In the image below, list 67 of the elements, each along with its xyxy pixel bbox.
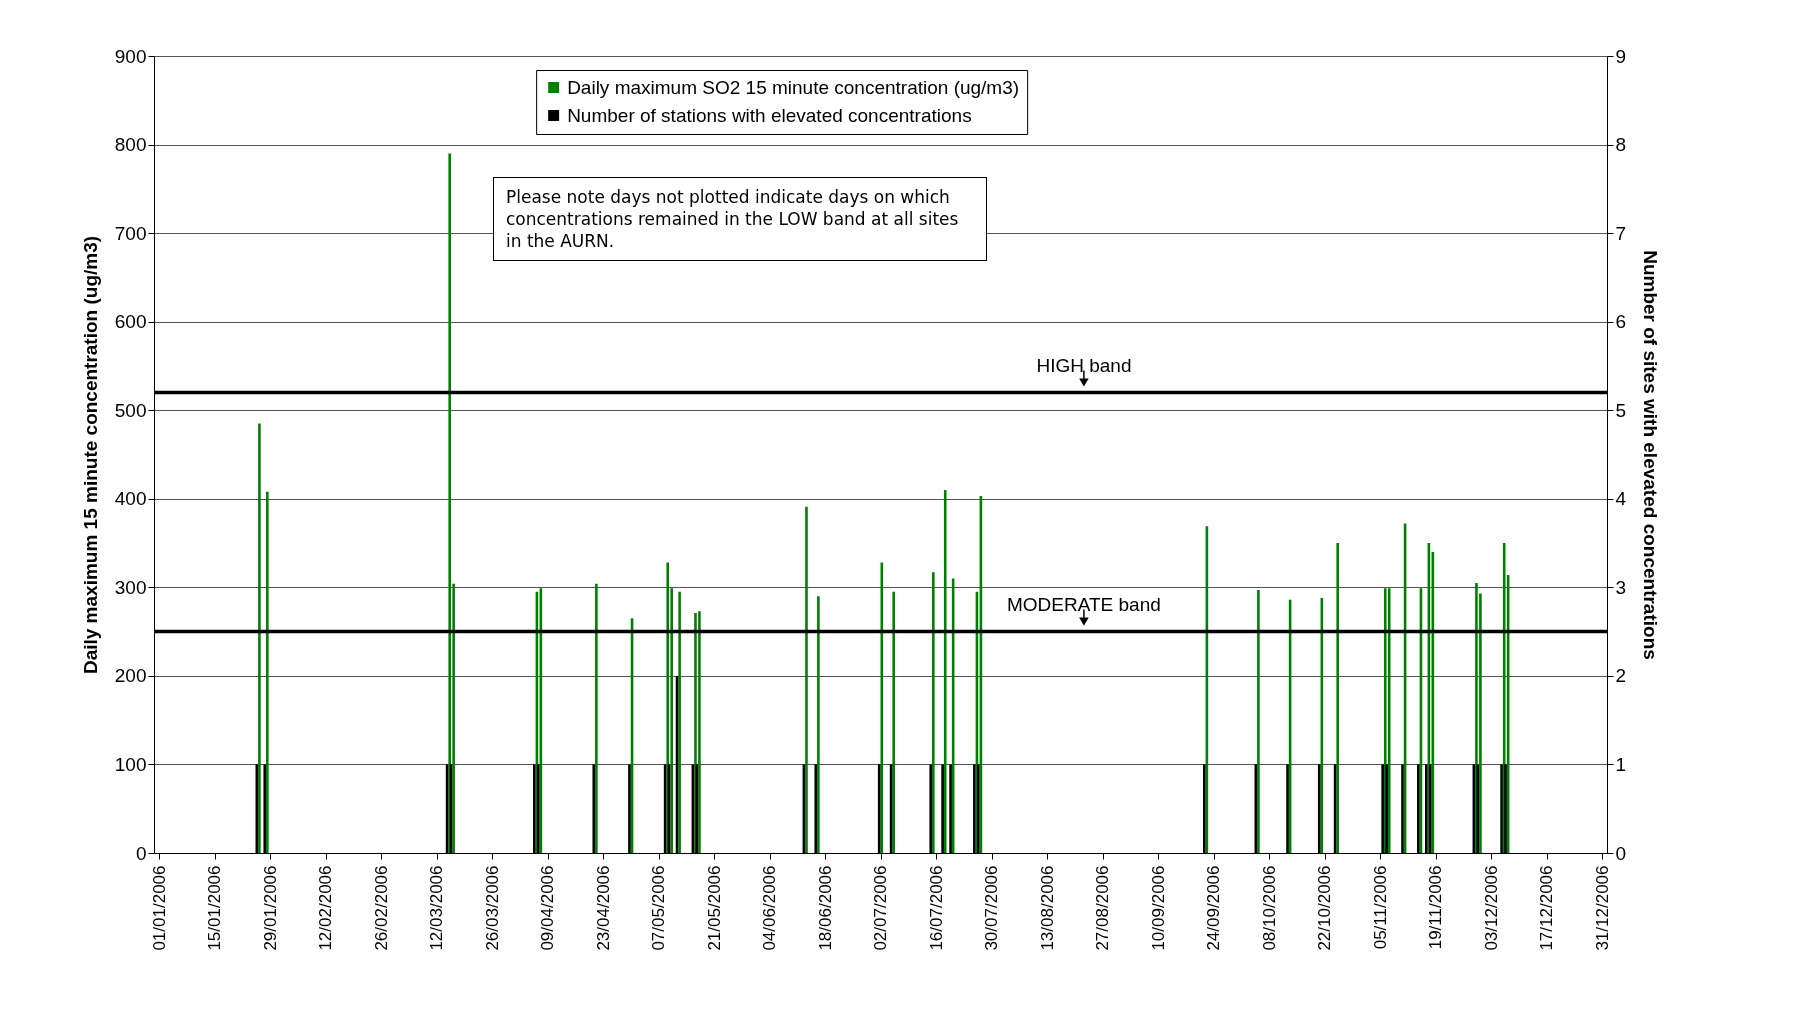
bar [892, 591, 895, 853]
bar [258, 423, 261, 853]
x-tick-label: 10/09/2006 [1148, 865, 1168, 951]
y2-tick-label: 4 [1615, 488, 1627, 510]
ref-line-label: HIGH band [1036, 354, 1132, 376]
y-tick-label: 800 [114, 134, 147, 156]
y-tick-label: 400 [114, 488, 147, 510]
y2-tick-label: 7 [1615, 222, 1627, 244]
x-tick-label: 13/08/2006 [1037, 865, 1057, 951]
x-tick-label: 17/12/2006 [1537, 865, 1556, 951]
x-tick-label: 30/07/2006 [982, 865, 1001, 951]
ref-line-label: MODERATE band [1007, 593, 1161, 615]
bar [932, 572, 935, 853]
y2-tick-label: 9 [1615, 45, 1627, 67]
x-tick-label: 04/06/2006 [760, 865, 779, 951]
y2-tick-label: 2 [1615, 665, 1627, 687]
bar [448, 153, 451, 853]
bar [1387, 588, 1391, 853]
y-tick-label: 900 [114, 45, 147, 67]
y-axis-title: Daily maximum 15 minute concentration (ug/m3) [79, 235, 101, 675]
x-tick-label: 02/07/2006 [871, 865, 890, 951]
x-tick-label: 12/03/2006 [427, 865, 446, 951]
x-tick-label: 03/12/2006 [1481, 865, 1501, 951]
bar [1336, 543, 1339, 853]
bar [943, 489, 947, 853]
y2-tick-label: 0 [1615, 842, 1627, 864]
x-tick-label: 16/07/2006 [926, 865, 946, 951]
x-tick-label: 07/05/2006 [649, 865, 668, 951]
x-tick-label: 05/11/2006 [1370, 865, 1390, 950]
x-tick-label: 21/05/2006 [704, 865, 724, 951]
x-tick-label: 24/09/2006 [1204, 865, 1223, 951]
y2-tick-label: 8 [1615, 134, 1627, 156]
y2-tick-label: 3 [1615, 576, 1627, 598]
x-tick-label: 22/10/2006 [1315, 865, 1334, 951]
legend-label: Number of stations with elevated concentrations [567, 104, 972, 126]
x-tick-label: 29/01/2006 [260, 865, 280, 951]
x-tick-label: 23/04/2006 [593, 865, 613, 951]
bar [817, 596, 820, 853]
x-tick-label: 31/12/2006 [1592, 865, 1612, 951]
y-tick-label: 200 [114, 665, 147, 687]
y2-tick-label: 1 [1615, 753, 1627, 775]
y-tick-label: 0 [135, 842, 147, 864]
x-tick-label: 18/06/2006 [815, 865, 835, 951]
bar [698, 611, 701, 853]
y-tick-label: 100 [114, 753, 147, 775]
x-tick-label: 09/04/2006 [538, 865, 557, 951]
y2-axis-title: Number of sites with elevated concentrations [1640, 250, 1662, 660]
y-tick-label: 500 [114, 399, 147, 421]
x-tick-label: 26/03/2006 [482, 865, 502, 951]
bar [595, 583, 598, 853]
note-box: Please note days not plotted indicate days on which concentrations remained in the LOW band at all sites in the AURN. [493, 177, 987, 261]
bar [805, 506, 808, 853]
x-tick-label: 19/11/2006 [1426, 865, 1445, 950]
x-tick-label: 26/02/2006 [371, 865, 391, 951]
y-tick-label: 600 [114, 311, 147, 333]
x-tick-label: 08/10/2006 [1259, 865, 1279, 951]
y2-tick-label: 6 [1615, 311, 1627, 333]
y-tick-label: 300 [114, 576, 147, 598]
y2-tick-label: 5 [1615, 399, 1627, 421]
bar [1257, 589, 1260, 853]
legend-label: Daily maximum SO2 15 minute concentration (ug/m3) [567, 76, 1020, 98]
bar [266, 491, 269, 853]
x-tick-label: 01/01/2006 [149, 865, 169, 951]
y-tick-label: 700 [114, 222, 147, 244]
x-tick-label: 12/02/2006 [316, 865, 335, 951]
x-tick-label: 15/01/2006 [205, 865, 224, 951]
x-tick-label: 27/08/2006 [1093, 865, 1112, 951]
